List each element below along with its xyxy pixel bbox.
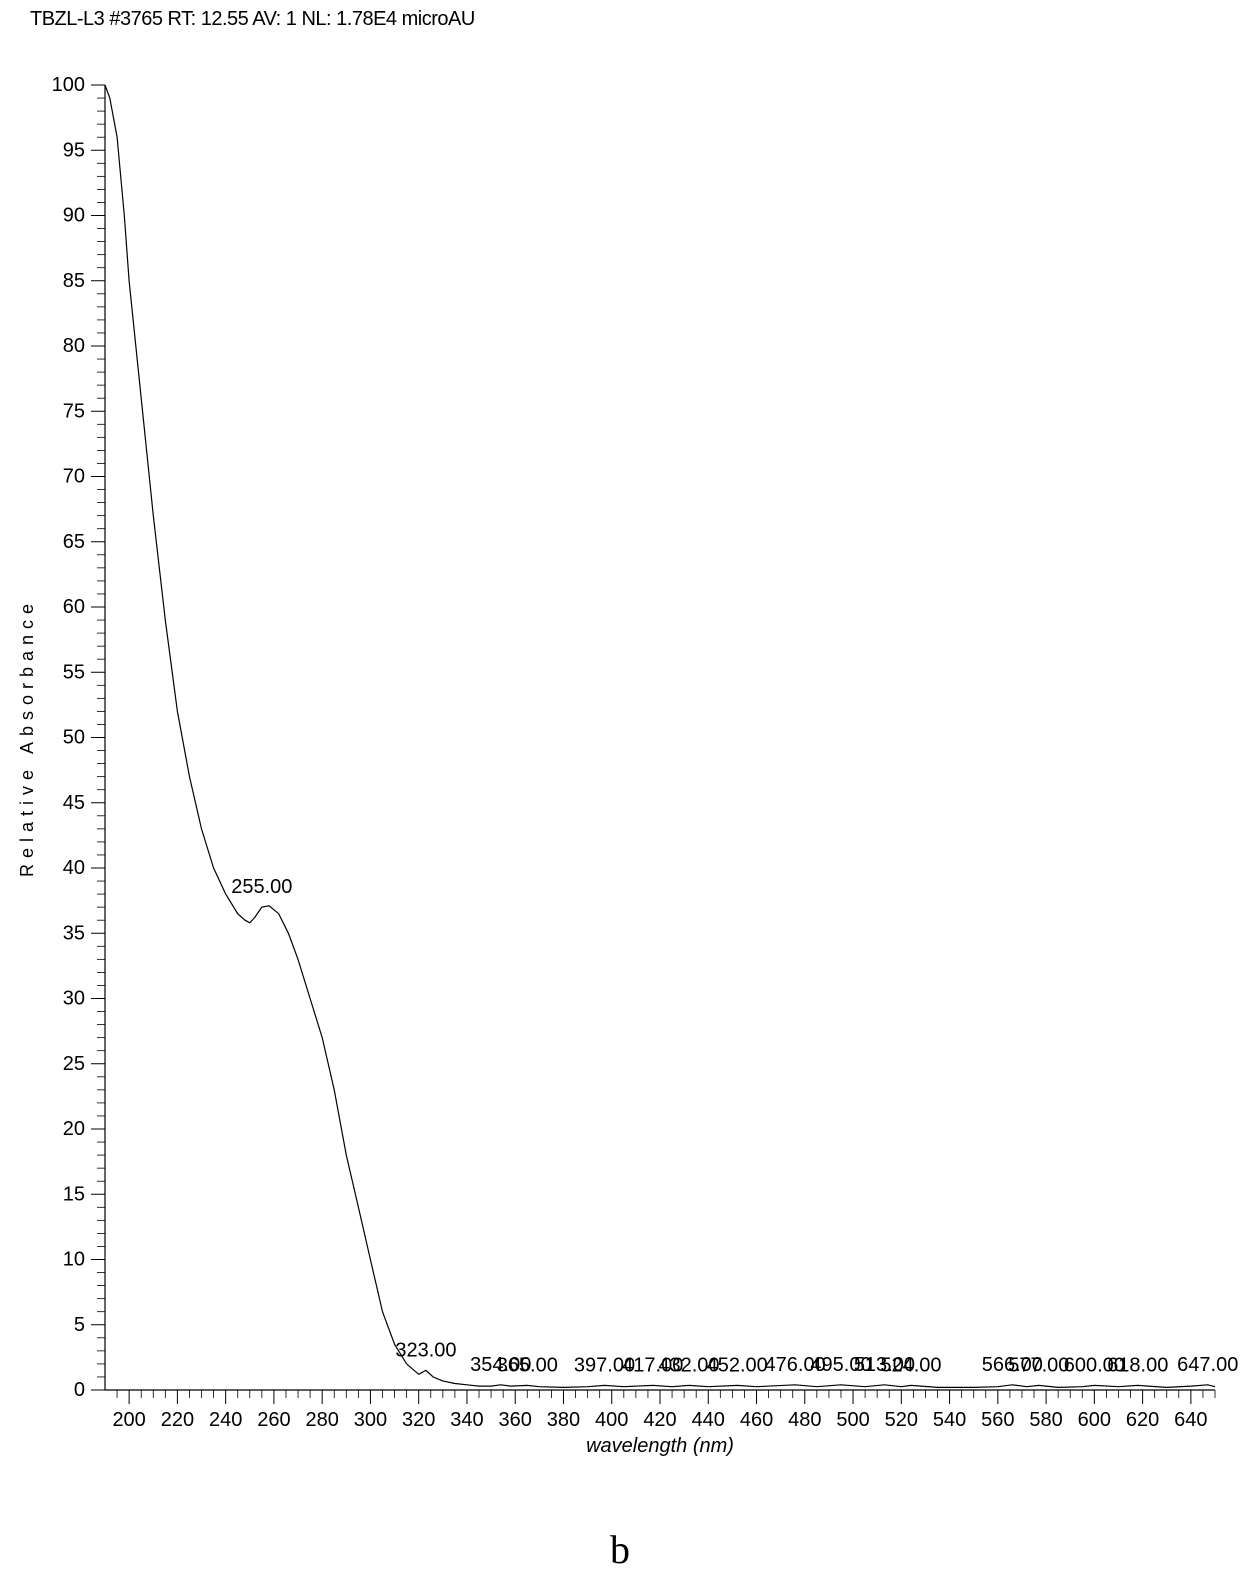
x-tick-label: 480 [788, 1409, 821, 1431]
x-tick-label: 320 [402, 1409, 435, 1431]
y-tick-label: 35 [63, 922, 85, 944]
peak-label: 323.00 [395, 1339, 456, 1361]
y-tick-label: 90 [63, 205, 85, 227]
page-root: TBZL-L3 #3765 RT: 12.55 AV: 1 NL: 1.78E4… [0, 0, 1240, 1583]
x-tick-label: 400 [595, 1409, 628, 1431]
x-tick-label: 420 [643, 1409, 676, 1431]
x-tick-label: 580 [1029, 1409, 1062, 1431]
x-tick-label: 200 [112, 1409, 145, 1431]
x-tick-label: 460 [740, 1409, 773, 1431]
x-tick-label: 380 [547, 1409, 580, 1431]
y-tick-label: 50 [63, 727, 85, 749]
x-tick-label: 340 [450, 1409, 483, 1431]
x-tick-label: 540 [933, 1409, 966, 1431]
y-tick-label: 25 [63, 1053, 85, 1075]
x-tick-label: 220 [161, 1409, 194, 1431]
figure-caption: b [610, 1526, 630, 1573]
y-tick-label: 10 [63, 1249, 85, 1271]
x-tick-label: 500 [836, 1409, 869, 1431]
y-tick-label: 75 [63, 400, 85, 422]
x-tick-label: 260 [257, 1409, 290, 1431]
peak-label: 452.00 [707, 1354, 768, 1376]
x-tick-label: 240 [209, 1409, 242, 1431]
y-tick-label: 65 [63, 531, 85, 553]
y-tick-label: 80 [63, 335, 85, 357]
y-tick-label: 40 [63, 857, 85, 879]
absorbance-trace [105, 85, 1215, 1387]
y-tick-label: 30 [63, 988, 85, 1010]
y-axis-label: Relative Absorbance [17, 598, 37, 877]
peak-label: 255.00 [231, 876, 292, 898]
peak-label: 647.00 [1177, 1354, 1238, 1376]
x-tick-label: 300 [354, 1409, 387, 1431]
x-tick-label: 280 [305, 1409, 338, 1431]
y-tick-label: 45 [63, 792, 85, 814]
y-tick-label: 55 [63, 661, 85, 683]
x-tick-label: 600 [1078, 1409, 1111, 1431]
y-tick-label: 20 [63, 1118, 85, 1140]
x-tick-label: 640 [1174, 1409, 1207, 1431]
y-tick-label: 95 [63, 139, 85, 161]
x-tick-label: 620 [1126, 1409, 1159, 1431]
x-tick-label: 520 [885, 1409, 918, 1431]
y-tick-label: 0 [74, 1379, 85, 1401]
y-tick-label: 85 [63, 270, 85, 292]
peak-label: 365.00 [497, 1354, 558, 1376]
peak-label: 618.00 [1107, 1354, 1168, 1376]
peak-label: 524.00 [880, 1354, 941, 1376]
x-tick-label: 440 [692, 1409, 725, 1431]
absorbance-chart: 2002202402602803003203403603804004204404… [0, 60, 1240, 1510]
y-tick-label: 60 [63, 596, 85, 618]
peak-label: 577.00 [1008, 1354, 1069, 1376]
y-tick-label: 5 [74, 1314, 85, 1336]
y-tick-label: 70 [63, 466, 85, 488]
x-tick-label: 360 [499, 1409, 532, 1431]
y-tick-label: 15 [63, 1183, 85, 1205]
scan-header: TBZL-L3 #3765 RT: 12.55 AV: 1 NL: 1.78E4… [30, 8, 475, 31]
x-axis-label: wavelength (nm) [586, 1435, 734, 1457]
x-tick-label: 560 [981, 1409, 1014, 1431]
y-tick-label: 100 [52, 74, 85, 96]
